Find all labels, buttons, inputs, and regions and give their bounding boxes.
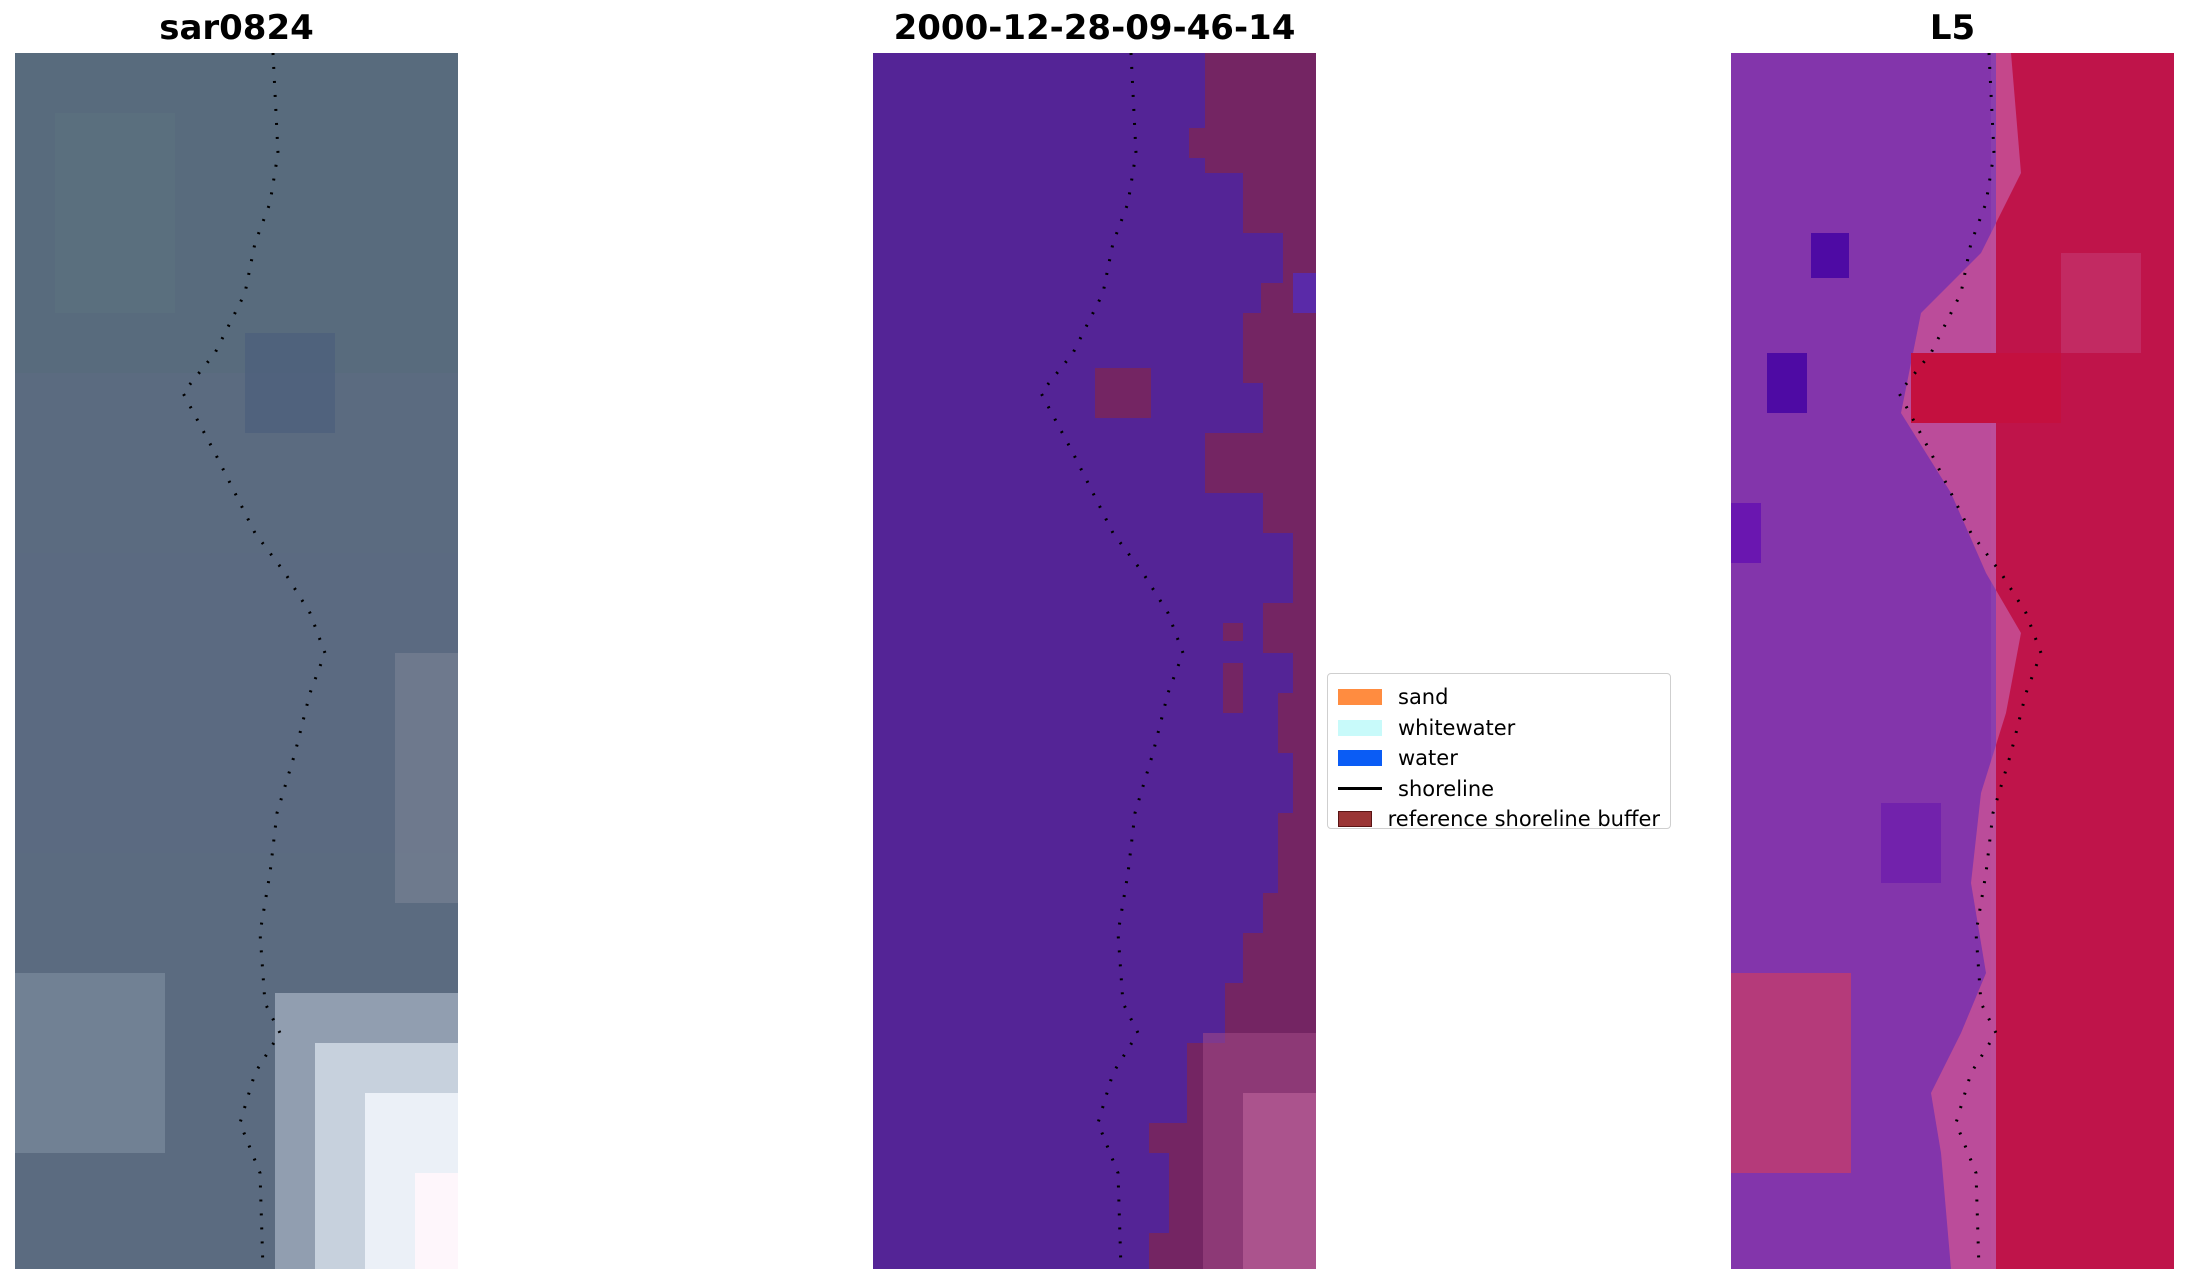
- title-ndwi: L5: [1929, 8, 1976, 48]
- legend-label: whitewater: [1398, 715, 1516, 740]
- water-swatch: [1338, 750, 1382, 767]
- buffer-swatch: [1338, 811, 1372, 828]
- legend-item-buffer: reference shoreline buffer: [1338, 804, 1660, 835]
- classified-image: [873, 53, 1316, 1269]
- legend-label: reference shoreline buffer: [1387, 807, 1660, 832]
- legend-label: shoreline: [1398, 776, 1495, 801]
- title-sar: sar0824: [159, 8, 314, 48]
- legend-label: sand: [1398, 685, 1449, 710]
- legend-item-sand: sand: [1338, 682, 1660, 713]
- shoreline-line-swatch: [1338, 787, 1382, 791]
- classified-image-canvas: [873, 53, 1316, 1269]
- l5-index-image: [1731, 53, 2174, 1269]
- l5-image-canvas: [1731, 53, 2174, 1269]
- whitewater-swatch: [1338, 719, 1382, 736]
- sand-swatch: [1338, 689, 1382, 706]
- legend-item-shoreline: shoreline: [1338, 774, 1660, 805]
- title-classified: 2000-12-28-09-46-14: [893, 8, 1296, 48]
- sar-rgb-image: [15, 53, 458, 1269]
- legend-label: water: [1398, 746, 1458, 771]
- legend-item-water: water: [1338, 743, 1660, 774]
- legend-item-whitewater: whitewater: [1338, 713, 1660, 744]
- sar-image-canvas: [15, 53, 458, 1269]
- legend: sand whitewater water shoreline referenc…: [1327, 673, 1671, 831]
